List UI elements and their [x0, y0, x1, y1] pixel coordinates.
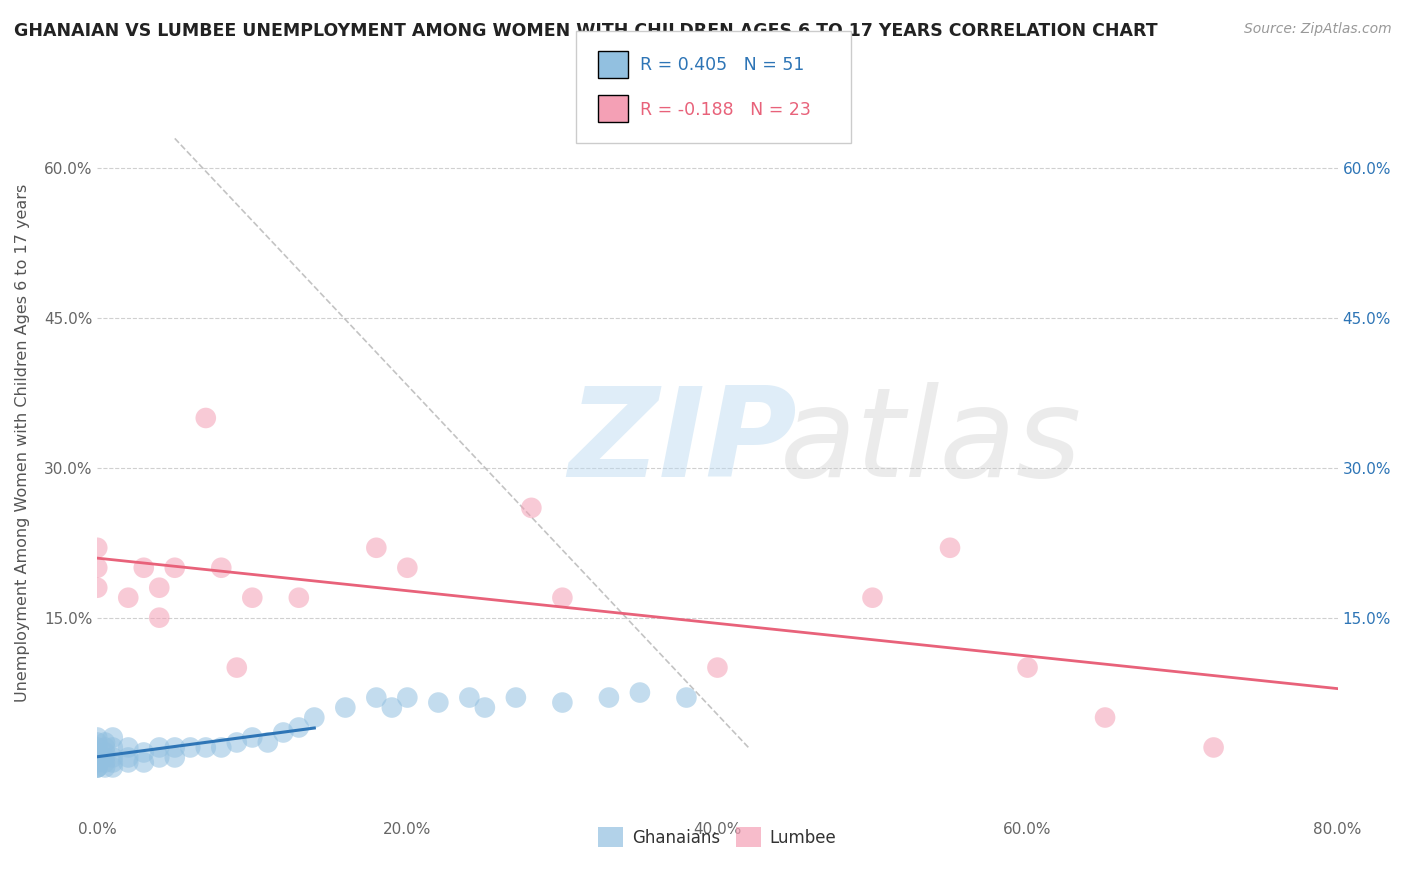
Point — [366, 690, 388, 705]
Point — [335, 700, 357, 714]
Point — [474, 700, 496, 714]
Text: R = 0.405   N = 51: R = 0.405 N = 51 — [640, 56, 804, 74]
Point — [86, 750, 108, 764]
Point — [256, 735, 278, 749]
Text: GHANAIAN VS LUMBEE UNEMPLOYMENT AMONG WOMEN WITH CHILDREN AGES 6 TO 17 YEARS COR: GHANAIAN VS LUMBEE UNEMPLOYMENT AMONG WO… — [14, 22, 1157, 40]
Point — [939, 541, 962, 555]
Point — [706, 660, 728, 674]
Point — [598, 690, 620, 705]
Point — [381, 700, 404, 714]
Point — [288, 591, 311, 605]
Point — [271, 725, 294, 739]
Point — [86, 746, 108, 760]
Point — [86, 581, 108, 595]
Point — [86, 756, 108, 770]
Point — [240, 591, 263, 605]
Point — [117, 750, 139, 764]
Point — [117, 591, 139, 605]
Point — [101, 731, 124, 745]
Point — [163, 750, 186, 764]
Point — [194, 740, 217, 755]
Point — [163, 560, 186, 574]
Point — [117, 740, 139, 755]
Point — [240, 731, 263, 745]
Point — [86, 750, 108, 764]
Point — [551, 696, 574, 710]
Point — [132, 756, 155, 770]
Point — [86, 740, 108, 755]
Point — [862, 591, 884, 605]
Point — [628, 685, 651, 699]
Text: atlas: atlas — [779, 383, 1081, 503]
Point — [94, 735, 117, 749]
Point — [458, 690, 481, 705]
Point — [148, 610, 170, 624]
Point — [551, 591, 574, 605]
Point — [94, 756, 117, 770]
Point — [288, 721, 311, 735]
Text: Source: ZipAtlas.com: Source: ZipAtlas.com — [1244, 22, 1392, 37]
Point — [225, 660, 247, 674]
Point — [148, 581, 170, 595]
Point — [1017, 660, 1039, 674]
Point — [505, 690, 527, 705]
Point — [520, 500, 543, 515]
Point — [675, 690, 697, 705]
Point — [304, 710, 326, 724]
Point — [132, 560, 155, 574]
Point — [396, 560, 419, 574]
Text: R = -0.188   N = 23: R = -0.188 N = 23 — [640, 101, 811, 119]
Point — [101, 760, 124, 774]
Point — [101, 740, 124, 755]
Point — [132, 746, 155, 760]
Point — [396, 690, 419, 705]
Point — [148, 740, 170, 755]
Point — [86, 760, 108, 774]
Point — [366, 541, 388, 555]
Point — [225, 735, 247, 749]
Point — [86, 760, 108, 774]
Point — [101, 750, 124, 764]
Point — [86, 731, 108, 745]
Point — [86, 541, 108, 555]
Point — [163, 740, 186, 755]
Point — [209, 560, 232, 574]
Point — [179, 740, 201, 755]
Point — [86, 560, 108, 574]
Point — [427, 696, 450, 710]
Point — [94, 740, 117, 755]
Point — [1202, 740, 1225, 755]
Legend: Ghanaians, Lumbee: Ghanaians, Lumbee — [592, 821, 844, 854]
Point — [86, 760, 108, 774]
Point — [148, 750, 170, 764]
Text: ZIP: ZIP — [568, 383, 797, 503]
Point — [86, 735, 108, 749]
Point — [94, 746, 117, 760]
Y-axis label: Unemployment Among Women with Children Ages 6 to 17 years: Unemployment Among Women with Children A… — [15, 184, 30, 702]
Point — [101, 756, 124, 770]
Point — [94, 750, 117, 764]
Point — [209, 740, 232, 755]
Point — [117, 756, 139, 770]
Point — [94, 760, 117, 774]
Point — [1094, 710, 1116, 724]
Point — [194, 411, 217, 425]
